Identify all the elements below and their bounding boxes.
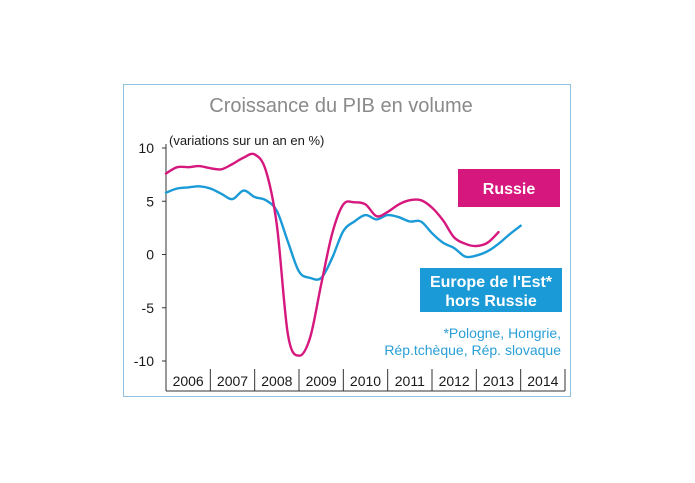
y-axis-ticks: 10 5 0 -5 -10 — [134, 140, 166, 369]
x-year-label: 2008 — [261, 373, 292, 389]
y-tick-label: 5 — [146, 193, 154, 209]
legend-europe-badge — [420, 268, 562, 312]
series-line-russie — [164, 152, 500, 357]
chart-subtitle: (variations sur un an en %) — [169, 133, 324, 148]
legend-russie-label: Russie — [483, 181, 536, 198]
footnote-line2: Rép.tchèque, Rép. slovaque — [384, 342, 561, 358]
footnote-line1: *Pologne, Hongrie, — [443, 325, 561, 341]
y-tick-label: -5 — [142, 300, 155, 316]
series-lines — [164, 152, 522, 357]
y-tick-label: 0 — [146, 247, 154, 263]
y-tick-label: -10 — [134, 353, 154, 369]
x-year-label: 2009 — [306, 373, 337, 389]
legend-europe-label-line2: hors Russie — [445, 293, 537, 310]
legend-europe: Europe de l'Est* hors Russie — [420, 268, 562, 312]
x-year-label: 2006 — [173, 373, 204, 389]
x-axis: 2006 2007 2008 2009 2010 2011 2012 2013 2014 — [165, 369, 566, 392]
gdp-growth-chart: Croissance du PIB en volume (variations … — [134, 95, 566, 392]
x-year-label: 2007 — [217, 373, 248, 389]
series-line-europe-est — [164, 185, 522, 281]
chart-title: Croissance du PIB en volume — [209, 95, 472, 117]
legend-russie-badge — [458, 169, 560, 207]
x-year-label: 2012 — [439, 373, 470, 389]
chart-frame: Croissance du PIB en volume (variations … — [123, 84, 571, 397]
x-year-label: 2013 — [483, 373, 514, 389]
y-tick-label: 10 — [138, 140, 154, 156]
x-year-label: 2010 — [350, 373, 381, 389]
legend-russie: Russie — [458, 169, 560, 207]
x-year-label: 2014 — [527, 373, 558, 389]
legend-europe-label-line1: Europe de l'Est* — [430, 274, 553, 291]
x-year-label: 2011 — [395, 373, 425, 389]
